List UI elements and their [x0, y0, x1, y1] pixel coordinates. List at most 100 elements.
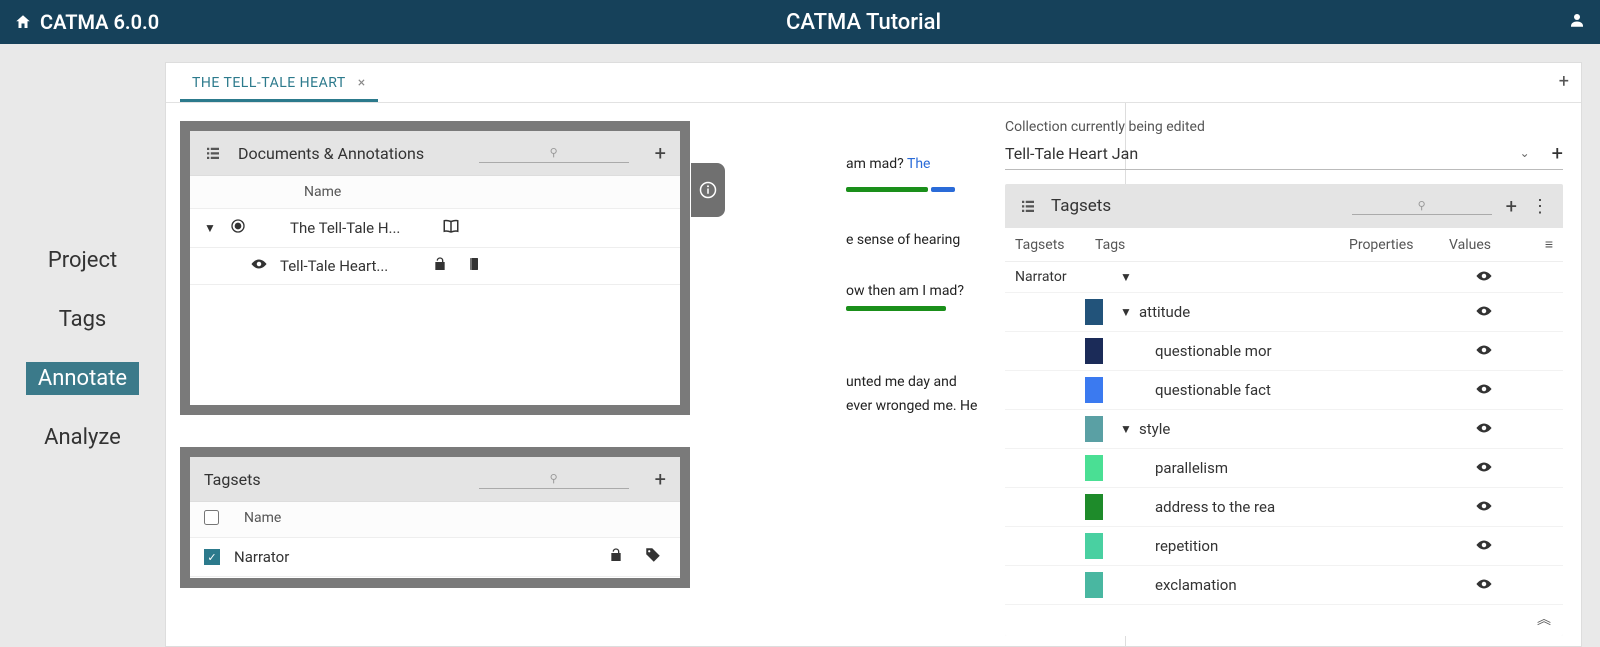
chevron-down-icon[interactable]: ▼: [204, 221, 218, 235]
kebab-menu-icon[interactable]: ⋮: [1531, 196, 1549, 217]
text-fragment: e sense of hearing: [846, 232, 960, 248]
search-icon: ⚲: [1418, 199, 1426, 212]
tag-tree-row[interactable]: address to the rea: [1005, 488, 1563, 527]
tagset-checkbox[interactable]: ✓: [204, 549, 220, 565]
color-swatch: [1085, 416, 1103, 442]
tagsets-panel: Tagsets ⚲ + Name: [180, 447, 690, 588]
home-icon[interactable]: [14, 13, 32, 31]
eye-icon[interactable]: [250, 257, 268, 275]
close-icon[interactable]: ×: [358, 75, 366, 91]
chevron-down-icon[interactable]: ▼: [1113, 270, 1139, 284]
visibility-icon[interactable]: [1469, 576, 1493, 594]
tag-label: repetition: [1139, 537, 1299, 555]
visibility-icon[interactable]: [1469, 537, 1493, 555]
tagset-row[interactable]: ✓ Narrator: [190, 538, 680, 577]
add-tagset-button[interactable]: +: [655, 467, 666, 491]
list-icon: [1019, 197, 1037, 215]
tab-strip: THE TELL-TALE HEART × +: [166, 63, 1581, 103]
col-tags: Tags: [1095, 237, 1349, 253]
tag-label: attitude: [1139, 303, 1299, 321]
content-area: Documents & Annotations ⚲ + Name ▼: [166, 103, 1581, 646]
add-tab-button[interactable]: +: [1559, 71, 1569, 92]
annotation-name: Tell-Tale Heart...: [280, 257, 420, 275]
tag-tree-row[interactable]: ▼style: [1005, 410, 1563, 449]
color-swatch: [1085, 572, 1103, 598]
list-icon: [204, 144, 222, 162]
tag-tree-row[interactable]: ▼attitude: [1005, 293, 1563, 332]
search-icon: ⚲: [550, 472, 558, 485]
nav-annotate[interactable]: Annotate: [26, 362, 139, 395]
text-fragment-highlighted: The: [907, 156, 931, 172]
color-swatch: [1085, 533, 1103, 559]
app-name: CATMA 6.0.0: [40, 10, 159, 34]
nav-project[interactable]: Project: [36, 244, 129, 277]
book-closed-icon: [466, 256, 488, 276]
info-drawer-tab[interactable]: [691, 163, 725, 217]
search-icon: ⚲: [550, 146, 558, 159]
right-column: Collection currently being edited Tell-T…: [991, 103, 1581, 646]
hamburger-icon[interactable]: ≡: [1529, 236, 1553, 253]
text-fragment: ow then am I mad?: [846, 283, 964, 299]
select-all-checkbox[interactable]: [204, 510, 219, 525]
chevron-down-icon[interactable]: ▼: [1113, 305, 1139, 319]
tagset-name: Narrator: [234, 548, 594, 566]
visibility-icon[interactable]: [1469, 459, 1493, 477]
tag-label: style: [1139, 420, 1299, 438]
nav-analyze[interactable]: Analyze: [32, 421, 133, 454]
book-open-icon: [442, 217, 464, 239]
col-name-header: Name: [204, 184, 341, 200]
right-tagsets-search[interactable]: ⚲: [1352, 197, 1492, 215]
document-row[interactable]: ▼ The Tell-Tale H...: [190, 209, 680, 248]
left-nav: Project Tags Annotate Analyze: [0, 44, 165, 647]
tagsets-search[interactable]: ⚲: [287, 469, 639, 489]
col-values: Values: [1449, 237, 1529, 253]
color-swatch: [1085, 455, 1103, 481]
tag-label: questionable mor: [1139, 342, 1299, 360]
tag-tree-row[interactable]: exclamation: [1005, 566, 1563, 605]
visibility-icon[interactable]: [1469, 498, 1493, 516]
tag-tree-row[interactable]: repetition: [1005, 527, 1563, 566]
tagset-tree-root[interactable]: Narrator ▼: [1005, 262, 1563, 293]
col-tagsets: Tagsets: [1015, 237, 1095, 253]
tag-tree-row[interactable]: questionable mor: [1005, 332, 1563, 371]
documents-panel: Documents & Annotations ⚲ + Name ▼: [180, 121, 690, 415]
chevron-down-icon[interactable]: ⌄: [1520, 146, 1530, 160]
tag-label: address to the rea: [1139, 498, 1299, 516]
annotation-underline-green: [846, 187, 928, 192]
color-swatch: [1085, 299, 1103, 325]
user-icon[interactable]: [1568, 11, 1586, 29]
document-name: The Tell-Tale H...: [290, 219, 430, 237]
tag-tree-row[interactable]: parallelism: [1005, 449, 1563, 488]
tag-label: parallelism: [1139, 459, 1299, 477]
collection-select[interactable]: Tell-Tale Heart Jan: [1005, 144, 1510, 163]
expand-upward-icon[interactable]: ︽: [1005, 605, 1563, 633]
right-tagsets-title: Tagsets: [1051, 196, 1111, 216]
tagset-cell: Narrator: [1015, 269, 1085, 285]
unlock-icon: [608, 547, 630, 567]
tag-icon: [644, 546, 666, 568]
tab-document[interactable]: THE TELL-TALE HEART ×: [180, 67, 378, 102]
visibility-icon[interactable]: [1469, 303, 1493, 321]
add-collection-button[interactable]: +: [1552, 141, 1563, 165]
annotation-underline-blue: [931, 187, 955, 192]
visibility-icon[interactable]: [1469, 381, 1493, 399]
add-document-button[interactable]: +: [655, 141, 666, 165]
documents-search[interactable]: ⚲: [450, 143, 639, 163]
tag-tree-row[interactable]: questionable fact: [1005, 371, 1563, 410]
add-tag-button[interactable]: +: [1506, 194, 1517, 218]
col-properties: Properties: [1349, 237, 1449, 253]
workspace: THE TELL-TALE HEART × +: [165, 44, 1600, 647]
annotation-row[interactable]: Tell-Tale Heart...: [190, 248, 680, 285]
tagsets-panel-title: Tagsets: [204, 470, 261, 489]
visibility-icon[interactable]: [1469, 420, 1493, 438]
top-bar: CATMA 6.0.0 CATMA Tutorial: [0, 0, 1600, 44]
chevron-down-icon[interactable]: ▼: [1113, 422, 1139, 436]
collection-label: Collection currently being edited: [1005, 119, 1563, 135]
tab-label: THE TELL-TALE HEART: [192, 75, 346, 91]
visibility-icon[interactable]: [1469, 342, 1493, 360]
visibility-icon[interactable]: [1469, 268, 1493, 286]
text-fragment: am mad?: [846, 156, 904, 172]
nav-tags[interactable]: Tags: [47, 303, 119, 336]
project-title: CATMA Tutorial: [159, 10, 1568, 35]
radio-selected-icon[interactable]: [230, 218, 248, 238]
